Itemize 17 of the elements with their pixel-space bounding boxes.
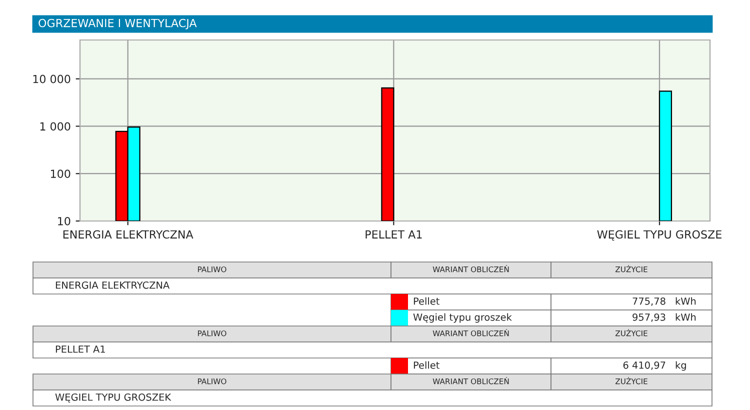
- y-tick-label: 100: [50, 170, 70, 178]
- text: 775,78 kWh: [632, 297, 696, 306]
- text: WĘGIEL TYPU GROSZEK: [55, 393, 172, 403]
- chart-title: OGRZEWANIE I WENTYLACJA: [38, 18, 197, 30]
- y-tick-label: 10: [58, 216, 70, 226]
- x-tick-label: WĘGIEL TYPU GROSZE: [597, 230, 722, 241]
- text: 6 410,97 kg: [623, 361, 686, 371]
- legend-label: Węgiel typu groszek: [413, 313, 512, 323]
- x-tick-label: ENERGIA ELEKTRYCZNA: [63, 230, 194, 239]
- x-tick-label: PELLET A1: [366, 230, 422, 238]
- y-tick-label: 1 000: [40, 122, 70, 131]
- category-label: ENERGIA ELEKTRYCZNA: [56, 281, 170, 289]
- text: Pellet: [414, 361, 440, 369]
- legend-label: Pellet: [414, 297, 440, 305]
- category-label: PELLET A1: [56, 346, 105, 353]
- y-tick-label: 10 000: [33, 74, 70, 84]
- text: 957,93 kWh: [632, 313, 696, 322]
